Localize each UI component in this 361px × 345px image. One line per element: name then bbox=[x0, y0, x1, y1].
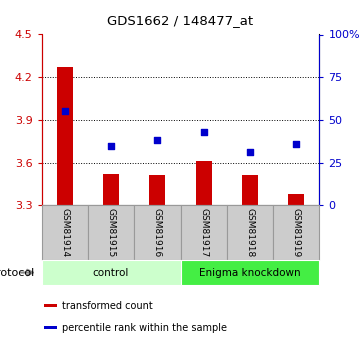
Bar bbox=[180, 205, 227, 260]
Bar bbox=[149, 175, 165, 205]
Bar bbox=[42, 260, 180, 285]
Bar bbox=[103, 174, 119, 205]
Point bbox=[201, 129, 206, 135]
Bar bbox=[57, 67, 73, 205]
Bar bbox=[44, 304, 57, 307]
Text: percentile rank within the sample: percentile rank within the sample bbox=[62, 323, 227, 333]
Text: GSM81918: GSM81918 bbox=[245, 208, 255, 257]
Text: GSM81915: GSM81915 bbox=[106, 208, 116, 257]
Bar bbox=[227, 205, 273, 260]
Text: protocol: protocol bbox=[0, 268, 34, 277]
Point bbox=[247, 150, 253, 155]
Bar bbox=[88, 205, 134, 260]
Bar bbox=[44, 326, 57, 329]
Text: GSM81914: GSM81914 bbox=[60, 208, 69, 257]
Text: Enigma knockdown: Enigma knockdown bbox=[199, 268, 301, 277]
Point bbox=[108, 143, 114, 148]
Point bbox=[293, 141, 299, 147]
Text: transformed count: transformed count bbox=[62, 300, 153, 310]
Bar bbox=[180, 260, 319, 285]
Point bbox=[62, 109, 68, 114]
Bar bbox=[273, 205, 319, 260]
Text: control: control bbox=[93, 268, 129, 277]
Bar bbox=[242, 175, 258, 205]
Text: GSM81916: GSM81916 bbox=[153, 208, 162, 257]
Point bbox=[155, 138, 160, 143]
Bar bbox=[288, 194, 304, 205]
Text: GDS1662 / 148477_at: GDS1662 / 148477_at bbox=[108, 14, 253, 27]
Text: GSM81917: GSM81917 bbox=[199, 208, 208, 257]
Text: GSM81919: GSM81919 bbox=[292, 208, 301, 257]
Bar bbox=[134, 205, 180, 260]
Bar bbox=[196, 161, 212, 205]
Bar bbox=[42, 205, 88, 260]
